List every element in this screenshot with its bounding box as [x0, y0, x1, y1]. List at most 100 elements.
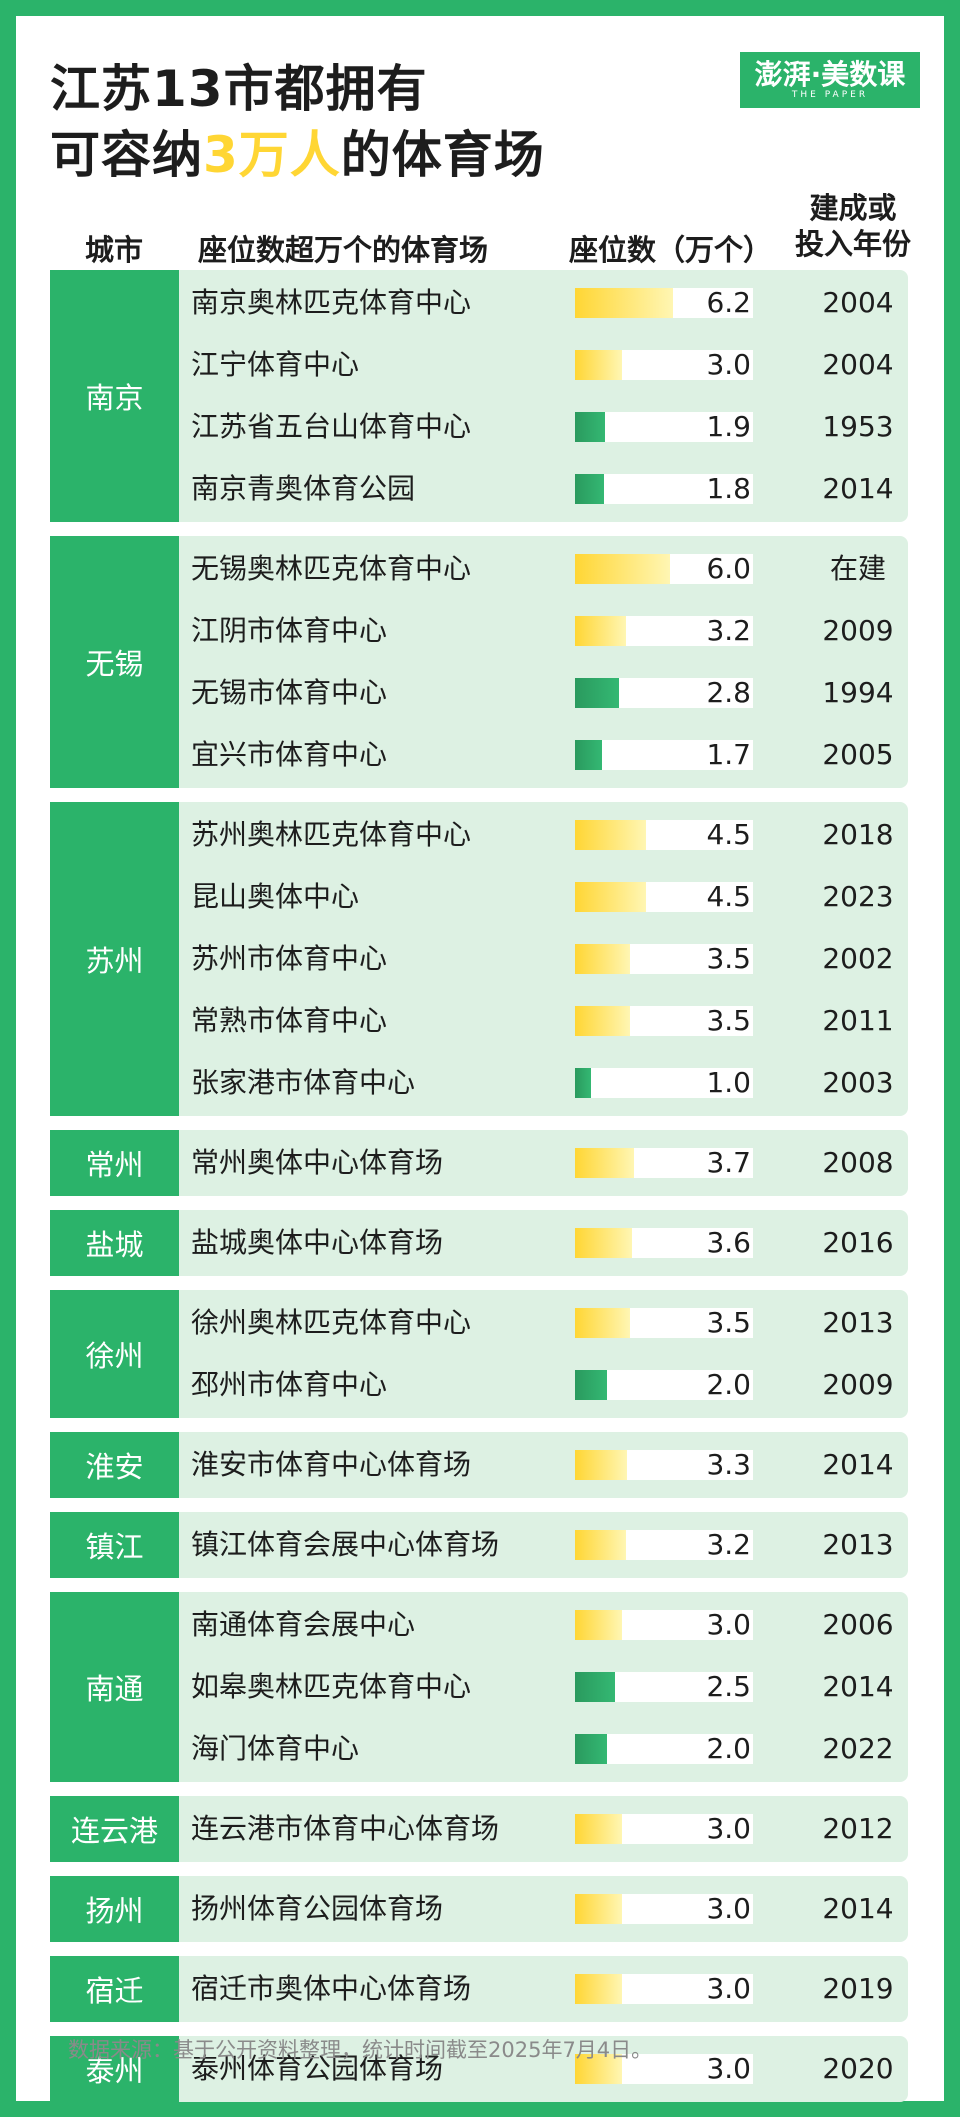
- seat-bar-track: [575, 474, 753, 504]
- city-group: 连云港 连云港市体育中心体育场 3.0 2012: [50, 1796, 908, 1862]
- table-row: 苏州奥林匹克体育中心 4.5 2018: [179, 804, 908, 866]
- city-label: 淮安: [50, 1432, 179, 1498]
- stadium-name: 镇江体育会展中心体育场: [191, 1528, 500, 1561]
- chart-title: 江苏13市都拥有 可容纳3万人的体育场: [50, 56, 545, 188]
- year-label: 2008: [822, 1146, 894, 1179]
- city-group: 苏州 苏州奥林匹克体育中心 4.5 2018 昆山奥体中心 4.5 2023 苏州市体育中心 3…: [50, 802, 908, 1116]
- year-label: 2016: [822, 1226, 894, 1259]
- group-background: [179, 1130, 908, 1196]
- stadium-name: 江苏省五台山体育中心: [191, 410, 472, 443]
- city-label: 连云港: [50, 1796, 179, 1862]
- seat-value-label: 3.5: [706, 942, 751, 975]
- stadium-name: 常熟市体育中心: [191, 1004, 388, 1037]
- seat-value-label: 3.0: [706, 1608, 751, 1641]
- title-line2-post: 的体育场: [340, 126, 545, 184]
- stadium-name: 泰州体育公园体育场: [191, 2052, 444, 2085]
- stadium-name: 宿迁市奥体中心体育场: [191, 1972, 472, 2005]
- table-row: 徐州奥林匹克体育中心 3.5 2013: [179, 1292, 908, 1354]
- group-background: [179, 802, 908, 1116]
- stadium-name: 张家港市体育中心: [191, 1066, 416, 1099]
- group-background: [179, 270, 908, 522]
- year-label: 2002: [822, 942, 894, 975]
- year-label: 2006: [822, 1608, 894, 1641]
- seat-bar: [575, 1068, 591, 1098]
- seat-bar: [575, 412, 605, 442]
- seat-bar: [575, 474, 604, 504]
- year-label: 2013: [822, 1528, 894, 1561]
- column-header-year-line2: 投入年份: [794, 227, 911, 261]
- seat-bar: [575, 1734, 607, 1764]
- city-label: 扬州: [50, 1876, 179, 1942]
- stadium-name: 南通体育会展中心: [191, 1608, 416, 1641]
- seat-value-label: 1.8: [706, 472, 751, 505]
- seat-bar: [575, 1148, 634, 1178]
- logo-sub-text: THE PAPER: [791, 90, 869, 100]
- group-background: [179, 2036, 908, 2102]
- seat-bar: [575, 1974, 622, 2004]
- seat-value-label: 3.0: [706, 2052, 751, 2085]
- city-label: 宿迁: [50, 1956, 179, 2022]
- stadium-name: 苏州奥林匹克体育中心: [191, 818, 472, 851]
- seat-bar: [575, 1672, 615, 1702]
- year-label: 2018: [822, 818, 894, 851]
- group-background: [179, 536, 908, 788]
- seat-value-label: 3.2: [706, 1528, 751, 1561]
- seat-bar: [575, 1006, 630, 1036]
- city-label: 苏州: [50, 802, 179, 1116]
- year-label: 2012: [822, 1812, 894, 1845]
- seat-bar: [575, 1530, 626, 1560]
- city-group: 无锡 无锡奥林匹克体育中心 6.0 在建 江阴市体育中心 3.2 2009 无锡市体育中心 2.…: [50, 536, 908, 788]
- seat-value-label: 1.9: [706, 410, 751, 443]
- seat-value-label: 2.5: [706, 1670, 751, 1703]
- seat-bar: [575, 740, 602, 770]
- table-row: 南京奥林匹克体育中心 6.2 2004: [179, 272, 908, 334]
- seat-bar: [575, 1894, 622, 1924]
- table-row: 海门体育中心 2.0 2022: [179, 1718, 908, 1780]
- table-row: 南京青奥体育公园 1.8 2014: [179, 458, 908, 520]
- year-label: 2014: [822, 1670, 894, 1703]
- city-label: 南京: [50, 270, 179, 522]
- group-background: [179, 1432, 908, 1498]
- table-row: 镇江体育会展中心体育场 3.2 2013: [179, 1514, 908, 1576]
- column-header-city: 城市: [85, 233, 144, 267]
- seat-value-label: 4.5: [706, 880, 751, 913]
- seat-value-label: 3.7: [706, 1146, 751, 1179]
- year-label: 2011: [822, 1004, 894, 1037]
- seat-value-label: 4.5: [706, 818, 751, 851]
- seat-value-label: 3.2: [706, 614, 751, 647]
- year-label: 2004: [822, 348, 894, 381]
- stadium-name: 扬州体育公园体育场: [191, 1892, 444, 1925]
- table-row: 无锡市体育中心 2.8 1994: [179, 662, 908, 724]
- table-row: 昆山奥体中心 4.5 2023: [179, 866, 908, 928]
- year-label: 2014: [822, 1448, 894, 1481]
- seat-bar: [575, 288, 673, 318]
- seat-bar: [575, 1814, 622, 1844]
- group-background: [179, 1512, 908, 1578]
- seat-bar-track: [575, 1068, 753, 1098]
- year-label: 2004: [822, 286, 894, 319]
- seat-bar: [575, 350, 622, 380]
- table-row: 常州奥体中心体育场 3.7 2008: [179, 1132, 908, 1194]
- stadium-name: 宜兴市体育中心: [191, 738, 388, 771]
- group-background: [179, 1796, 908, 1862]
- stadium-name: 昆山奥体中心: [191, 880, 360, 913]
- city-label: 常州: [50, 1130, 179, 1196]
- table-row: 常熟市体育中心 3.5 2011: [179, 990, 908, 1052]
- city-group: 南通 南通体育会展中心 3.0 2006 如皋奥林匹克体育中心 2.5 2014 海门体育中心…: [50, 1592, 908, 1782]
- city-group: 盐城 盐城奥体中心体育场 3.6 2016: [50, 1210, 908, 1276]
- stadium-name: 如皋奥林匹克体育中心: [191, 1670, 472, 1703]
- seat-value-label: 3.0: [706, 348, 751, 381]
- seat-value-label: 3.5: [706, 1306, 751, 1339]
- seat-bar: [575, 1450, 627, 1480]
- card-frame: 江苏13市都拥有 可容纳3万人的体育场 澎湃·美数课 THE PAPER 城市 …: [16, 16, 944, 2102]
- seat-bar: [575, 616, 626, 646]
- column-header-seats: 座位数（万个）: [569, 233, 773, 267]
- seat-bar: [575, 1228, 632, 1258]
- table-row: 南通体育会展中心 3.0 2006: [179, 1594, 908, 1656]
- seat-value-label: 3.5: [706, 1004, 751, 1037]
- seat-value-label: 2.0: [706, 1732, 751, 1765]
- seat-bar: [575, 1610, 622, 1640]
- table-row: 邳州市体育中心 2.0 2009: [179, 1354, 908, 1416]
- city-group: 扬州 扬州体育公园体育场 3.0 2014: [50, 1876, 908, 1942]
- year-label: 2003: [822, 1066, 894, 1099]
